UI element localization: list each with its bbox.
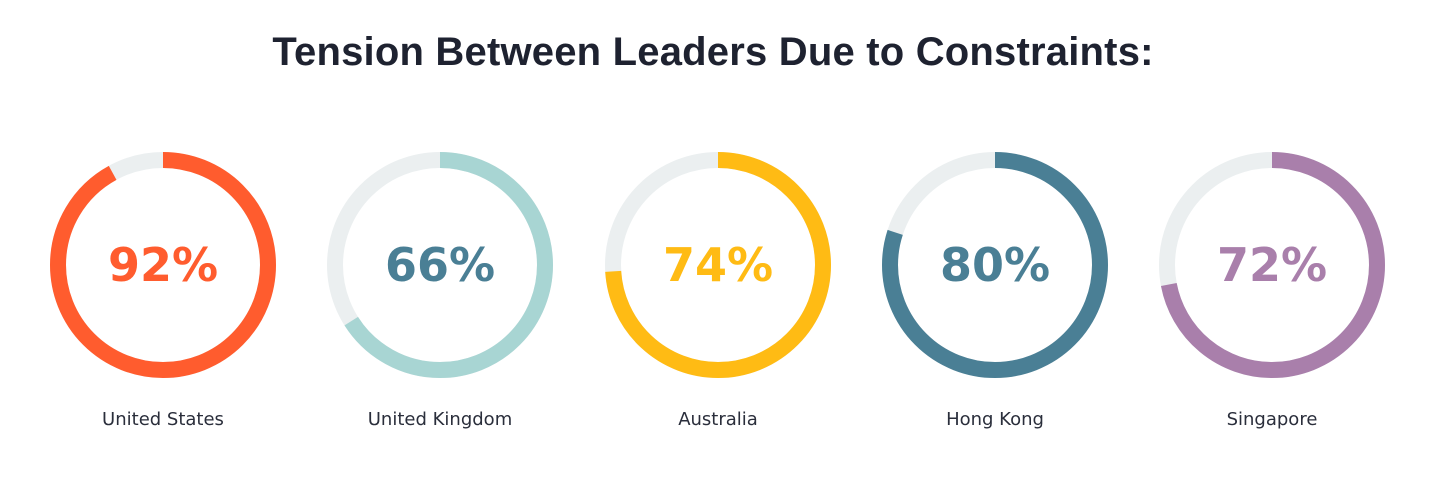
donut-arc-united-kingdom <box>327 152 553 378</box>
percentage-label: 92% <box>108 238 218 292</box>
donut-arc-hong-kong <box>882 152 1108 378</box>
donut-arc-australia <box>605 152 831 378</box>
percentage-label: 74% <box>663 238 773 292</box>
country-label: Hong Kong <box>946 409 1044 430</box>
chart-title: Tension Between Leaders Due to Constrain… <box>272 30 1154 74</box>
percentage-label: 80% <box>940 238 1050 292</box>
donut-arc-united-states <box>50 152 276 378</box>
percentage-label: 66% <box>385 238 495 292</box>
country-label: United States <box>102 409 224 430</box>
country-label: Australia <box>678 409 758 430</box>
donut-arc-singapore <box>1159 152 1385 378</box>
country-label: United Kingdom <box>368 409 512 430</box>
country-label: Singapore <box>1227 409 1318 430</box>
percentage-label: 72% <box>1217 238 1327 292</box>
